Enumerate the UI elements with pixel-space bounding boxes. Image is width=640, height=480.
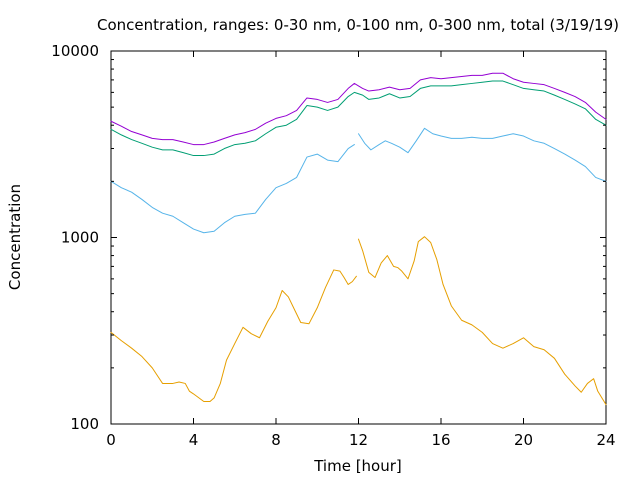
series-2 xyxy=(110,127,607,234)
series-line xyxy=(110,269,357,403)
x-tick-label: 24 xyxy=(596,431,615,449)
series-4 xyxy=(110,72,607,146)
x-tick-label: 12 xyxy=(349,431,368,449)
x-tick-label: 20 xyxy=(514,431,533,449)
plot-area xyxy=(110,50,607,425)
y-tick-label: 1000 xyxy=(61,229,99,247)
series-line xyxy=(110,80,607,157)
axis-ticks: 0 4 8 12 16 20 24 100 1000 10000 xyxy=(51,42,615,449)
plot-frame xyxy=(110,50,607,425)
y-tick-label: 100 xyxy=(70,415,99,433)
series-group xyxy=(110,72,607,406)
y-tick-label: 10000 xyxy=(51,42,99,60)
x-tick-label: 4 xyxy=(189,431,199,449)
x-tick-label: 16 xyxy=(431,431,450,449)
x-tick-label: 0 xyxy=(106,431,116,449)
series-1 xyxy=(110,236,607,406)
series-line xyxy=(110,72,607,146)
x-axis-title: Time [hour] xyxy=(313,457,402,475)
chart-title: Concentration, ranges: 0-30 nm, 0-100 nm… xyxy=(97,16,619,34)
series-3 xyxy=(110,80,607,157)
series-line xyxy=(358,127,607,182)
x-tick-label: 8 xyxy=(271,431,281,449)
y-axis-title: Concentration xyxy=(6,184,24,290)
series-line xyxy=(110,144,355,234)
series-line xyxy=(358,236,607,406)
